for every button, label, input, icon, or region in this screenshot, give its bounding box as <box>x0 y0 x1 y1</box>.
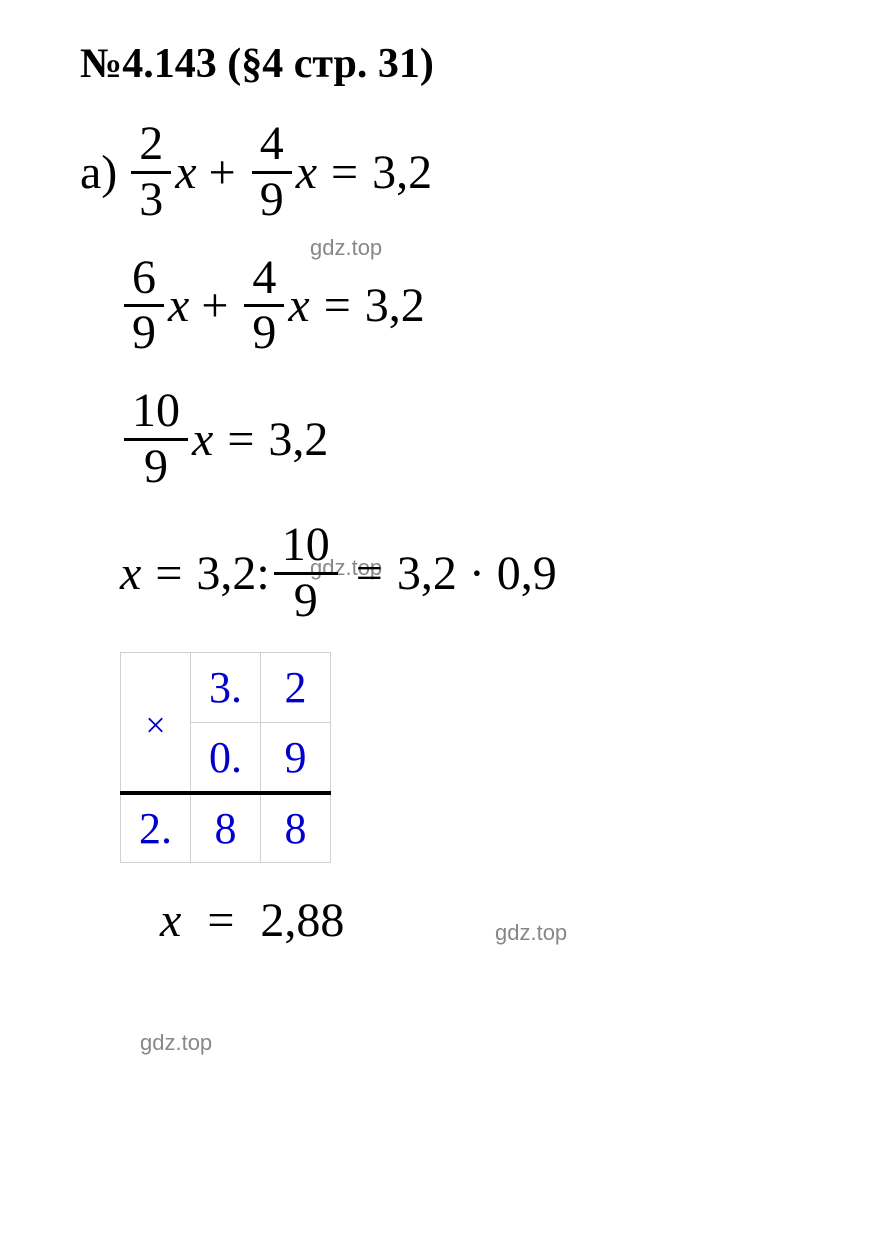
table-cell: 2. <box>121 793 191 863</box>
fraction-2: 4 9 <box>252 118 292 227</box>
plus-sign: + <box>201 278 228 333</box>
problem-title: №4.143 (§4 стр. 31) <box>80 40 791 88</box>
mult-expression: 3,2 · 0,9 <box>397 546 557 601</box>
equals-sign: = <box>331 145 358 200</box>
equals-sign: = <box>324 278 351 333</box>
fraction-3: 6 9 <box>124 252 164 361</box>
fraction-6: 10 9 <box>274 519 338 628</box>
answer-value: 2,88 <box>260 894 344 947</box>
equation-line-2: 6 9 x + 4 9 x = 3,2 <box>120 252 791 361</box>
table-cell: 8 <box>191 793 261 863</box>
variable-x: x <box>120 546 141 601</box>
multiplication-table: × 3. 2 0. 9 2. 8 8 <box>120 652 331 863</box>
equals-sign: = <box>207 894 234 947</box>
equals-sign: = <box>227 412 254 467</box>
denominator: 9 <box>244 307 284 360</box>
division-expr: 3,2: <box>196 546 269 601</box>
variable-x: x <box>175 145 196 200</box>
table-row: × 3. 2 <box>121 653 331 723</box>
equation-line-1: а) 2 3 x + 4 9 x = 3,2 <box>80 118 791 227</box>
numerator: 2 <box>131 118 171 174</box>
variable-x: x <box>288 278 309 333</box>
fraction-1: 2 3 <box>131 118 171 227</box>
watermark-4: gdz.top <box>140 1030 212 1056</box>
denominator: 9 <box>286 575 326 628</box>
denominator: 9 <box>124 307 164 360</box>
equation-line-3: 10 9 x = 3,2 <box>120 385 791 494</box>
equation-line-4: x = 3,2: 10 9 = 3,2 · 0,9 <box>120 519 791 628</box>
numerator: 10 <box>124 385 188 441</box>
denominator: 9 <box>136 441 176 494</box>
rhs-value: 3,2 <box>365 278 425 333</box>
rhs-value: 3,2 <box>268 412 328 467</box>
watermark-3: gdz.top <box>495 920 567 946</box>
table-cell: 8 <box>261 793 331 863</box>
rhs-value: 3,2 <box>372 145 432 200</box>
table-cell: 3. <box>191 653 261 723</box>
equals-sign: = <box>155 546 182 601</box>
table-row: 2. 8 8 <box>121 793 331 863</box>
variable-x: x <box>160 894 181 947</box>
plus-sign: + <box>209 145 236 200</box>
multiply-icon: × <box>145 705 165 745</box>
numerator: 4 <box>252 118 292 174</box>
fraction-5: 10 9 <box>124 385 188 494</box>
table-cell: 0. <box>191 723 261 793</box>
part-label: а) <box>80 145 117 200</box>
table-cell: 9 <box>261 723 331 793</box>
numerator: 4 <box>244 252 284 308</box>
mult-sign-cell: × <box>121 653 191 793</box>
denominator: 3 <box>131 174 171 227</box>
equals-sign: = <box>356 546 383 601</box>
answer-line: x = 2,88 <box>160 893 791 948</box>
numerator: 6 <box>124 252 164 308</box>
denominator: 9 <box>252 174 292 227</box>
variable-x: x <box>192 412 213 467</box>
table-cell: 2 <box>261 653 331 723</box>
numerator: 10 <box>274 519 338 575</box>
variable-x: x <box>296 145 317 200</box>
fraction-4: 4 9 <box>244 252 284 361</box>
variable-x: x <box>168 278 189 333</box>
